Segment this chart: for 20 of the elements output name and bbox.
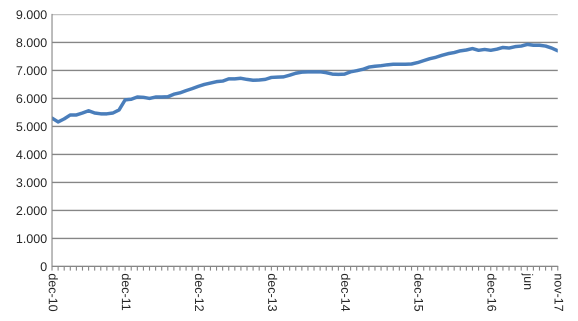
x-tick-label: dec-14 bbox=[341, 274, 350, 312]
y-tick-label: 1.000 bbox=[16, 234, 47, 244]
x-tick-label: dec-13 bbox=[268, 274, 278, 312]
x-tick-label: dec-16 bbox=[487, 274, 497, 312]
x-tick-label: jun bbox=[521, 273, 534, 290]
x-tick-label: nov-17 bbox=[554, 274, 564, 311]
x-tick-label: dec-11 bbox=[122, 274, 131, 310]
y-tick-label: 9.000 bbox=[16, 10, 47, 20]
line-series bbox=[52, 42, 558, 124]
y-tick-label: 3.000 bbox=[16, 178, 47, 188]
y-tick-label: 8.000 bbox=[16, 38, 47, 48]
x-tick-label: dec-10 bbox=[48, 274, 58, 312]
y-tick-label: 6.000 bbox=[16, 94, 47, 104]
y-tick-label: 7.000 bbox=[16, 66, 47, 76]
y-tick-label: 0 bbox=[40, 262, 47, 272]
y-tick-label: 4.000 bbox=[16, 150, 47, 160]
y-tick-label: 5.000 bbox=[16, 122, 47, 132]
y-tick-label: 2.000 bbox=[16, 206, 47, 216]
x-tick-label: dec-15 bbox=[414, 274, 424, 312]
x-tick-label: dec-12 bbox=[194, 274, 204, 311]
